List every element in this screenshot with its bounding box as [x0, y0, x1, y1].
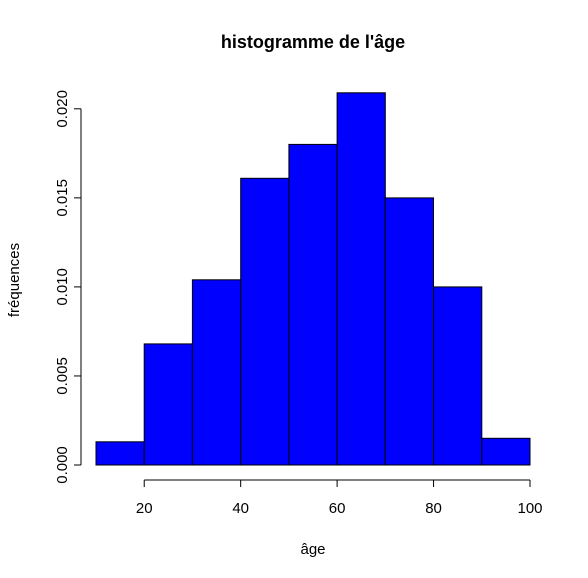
x-tick-label-40: 40	[232, 500, 249, 517]
y-tick-label-0.005: 0.005	[54, 357, 71, 395]
x-tick-label-80: 80	[425, 500, 442, 517]
histogram-bar-80-90	[433, 286, 483, 466]
histogram-bar-70-80	[384, 197, 434, 466]
x-tick-label-20: 20	[136, 500, 153, 517]
histogram-bar-50-60	[288, 143, 338, 466]
histogram-bar-10-20	[95, 441, 145, 466]
x-tick-label-100: 100	[517, 500, 542, 517]
histogram-bar-90-100	[481, 437, 531, 466]
histogram-bar-40-50	[240, 177, 290, 466]
x-axis: 20 40 60 80 100	[136, 479, 543, 517]
x-axis-label: âge	[300, 541, 325, 558]
y-tick-label-0.020: 0.020	[54, 90, 71, 128]
y-axis: 0.000 0.005 0.010 0.015 0.020	[54, 90, 82, 484]
chart-title: histogramme de l'âge	[221, 32, 405, 52]
y-tick-label-0.010: 0.010	[54, 268, 71, 306]
y-tick-label-0.000: 0.000	[54, 446, 71, 484]
histogram-bar-60-70	[336, 92, 386, 466]
y-tick-label-0.015: 0.015	[54, 179, 71, 217]
bars-group	[95, 92, 531, 466]
x-tick-label-60: 60	[329, 500, 346, 517]
y-axis-label: fréquences	[6, 243, 23, 317]
histogram-bar-20-30	[143, 343, 193, 466]
histogram-bar-30-40	[191, 279, 242, 466]
